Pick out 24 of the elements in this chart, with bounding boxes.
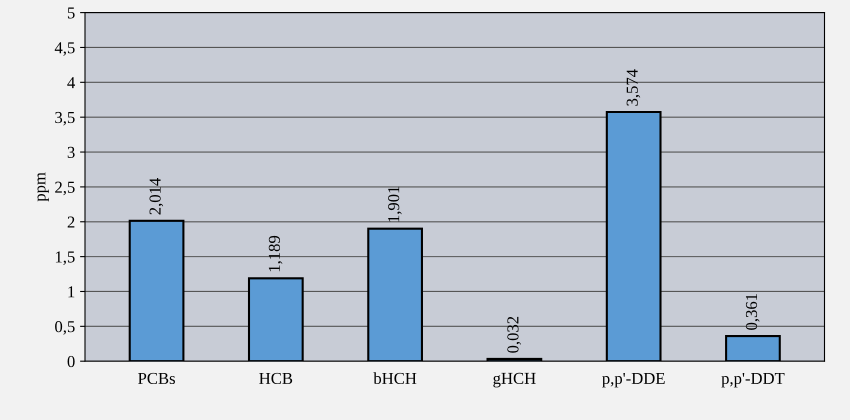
y-tick-label: 4 xyxy=(67,77,76,88)
x-tick-label: p,p'-DDE xyxy=(602,372,665,388)
y-tick-label: 2 xyxy=(68,216,74,228)
y-tick-label: 0,5 xyxy=(55,321,75,335)
y-tick-label: 0 xyxy=(68,356,75,368)
y-axis-title: ppm xyxy=(37,172,49,202)
y-tick-label: 1,5 xyxy=(56,251,75,265)
data-label: 0,361 xyxy=(746,294,760,330)
data-label: 2,014 xyxy=(149,178,164,214)
data-label: 1,901 xyxy=(388,186,402,222)
x-tick-label: HCB xyxy=(259,372,292,384)
data-label: 1,189 xyxy=(268,236,282,272)
y-tick-label: 3,5 xyxy=(55,112,75,126)
y-tick-label: 5 xyxy=(68,7,75,19)
x-tick-label: PCBs xyxy=(138,372,175,384)
data-label: 0,032 xyxy=(507,316,521,353)
x-tick-label: bHCH xyxy=(373,372,416,384)
x-tick-label: p,p'-DDT xyxy=(721,372,784,388)
y-tick-label: 2,5 xyxy=(55,182,75,196)
data-label: 3,574 xyxy=(626,69,640,106)
x-tick-label: gHCH xyxy=(493,372,536,388)
y-tick-label: 4,5 xyxy=(54,42,75,56)
y-tick-label: 3 xyxy=(68,146,75,158)
y-tick-label: 1 xyxy=(68,286,74,298)
